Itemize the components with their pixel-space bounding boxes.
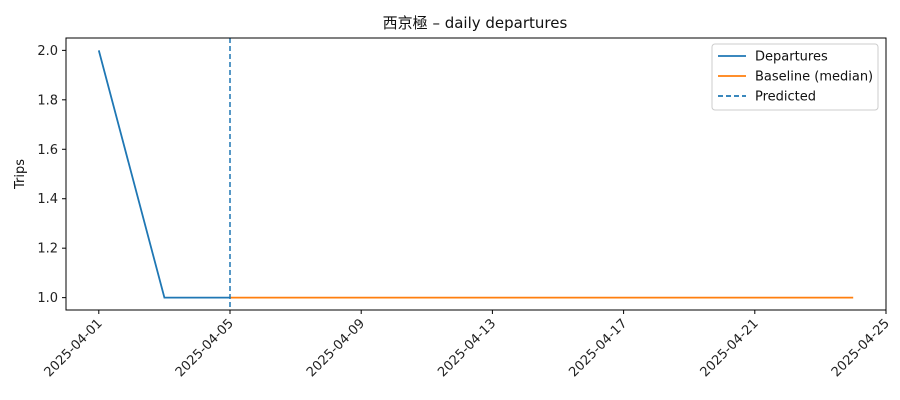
y-tick-label: 1.4 — [37, 192, 58, 207]
x-tick-label: 2025-04-01 — [42, 316, 106, 380]
y-tick-label: 2.0 — [37, 44, 58, 59]
legend-label: Baseline (median) — [755, 70, 873, 85]
plot-frame — [65, 37, 887, 311]
y-tick-label: 1.2 — [37, 242, 58, 257]
x-tick-label: 2025-04-21 — [698, 316, 762, 380]
chart-title: 西京極 – daily departures — [383, 14, 568, 32]
plot-area — [97, 38, 854, 310]
x-tick-label: 2025-04-13 — [435, 316, 499, 380]
x-tick-label: 2025-04-17 — [566, 316, 630, 380]
x-tick-label: 2025-04-09 — [304, 316, 368, 380]
legend-label: Predicted — [755, 90, 816, 105]
legend: Departures Baseline (median) Predicted — [711, 43, 879, 111]
y-axis-label: Trips — [13, 159, 28, 190]
legend-box — [711, 43, 879, 111]
y-tick-label: 1.6 — [37, 143, 58, 158]
x-tick-label: 2025-04-25 — [829, 316, 893, 380]
x-tick-label: 2025-04-05 — [173, 316, 237, 380]
y-tick-label: 1.8 — [37, 93, 58, 108]
series-line-0 — [97, 50, 230, 299]
y-tick-label: 1.0 — [37, 291, 58, 306]
legend-label: Departures — [755, 50, 828, 65]
